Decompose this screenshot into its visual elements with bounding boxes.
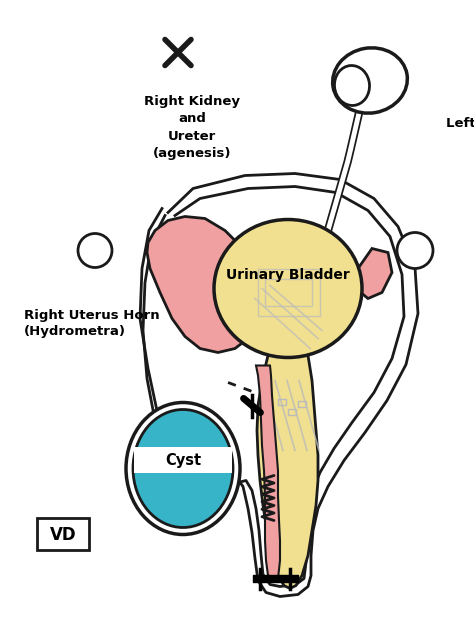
Polygon shape	[256, 366, 280, 579]
Polygon shape	[143, 186, 404, 586]
Ellipse shape	[335, 66, 370, 106]
Text: Right Uterus Horn
(Hydrometra): Right Uterus Horn (Hydrometra)	[24, 309, 160, 338]
Ellipse shape	[214, 219, 362, 358]
FancyBboxPatch shape	[37, 517, 89, 550]
Text: Left Kidney: Left Kidney	[446, 117, 474, 130]
Text: Urinary Bladder: Urinary Bladder	[226, 268, 350, 283]
Text: VD: VD	[50, 525, 76, 543]
Circle shape	[397, 232, 433, 268]
Circle shape	[78, 233, 112, 268]
Text: Right Kidney
and
Ureter
(agenesis): Right Kidney and Ureter (agenesis)	[144, 96, 240, 160]
Bar	[298, 401, 306, 407]
Bar	[278, 399, 286, 404]
Polygon shape	[356, 248, 392, 299]
Ellipse shape	[126, 402, 240, 535]
FancyBboxPatch shape	[134, 446, 232, 473]
Text: Cyst: Cyst	[165, 453, 201, 468]
Bar	[288, 409, 296, 414]
Ellipse shape	[333, 48, 407, 113]
Ellipse shape	[133, 409, 233, 527]
Polygon shape	[147, 217, 262, 353]
Polygon shape	[257, 355, 318, 589]
